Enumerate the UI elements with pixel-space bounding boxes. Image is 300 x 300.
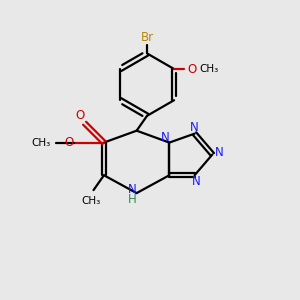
Text: O: O (64, 136, 74, 149)
Text: CH₃: CH₃ (81, 196, 100, 206)
Text: N: N (214, 146, 223, 160)
Text: CH₃: CH₃ (31, 138, 50, 148)
Text: O: O (76, 109, 85, 122)
Text: O: O (188, 62, 197, 76)
Text: CH₃: CH₃ (200, 64, 219, 74)
Text: N: N (128, 183, 136, 196)
Text: H: H (128, 193, 136, 206)
Text: N: N (160, 131, 169, 144)
Text: N: N (190, 121, 199, 134)
Text: Br: Br (140, 32, 154, 44)
Text: N: N (192, 175, 200, 188)
